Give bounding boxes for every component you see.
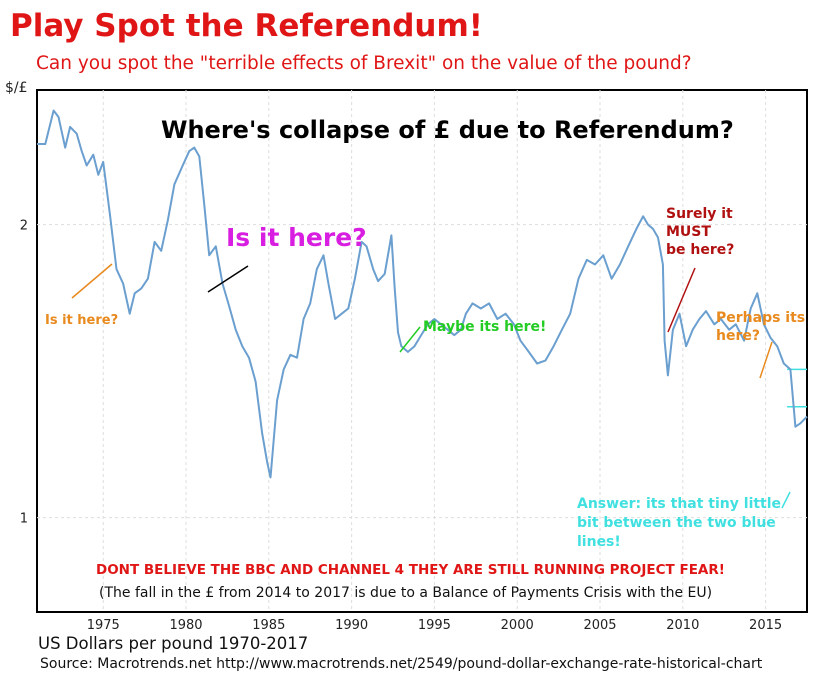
answer-annotation-line-2: bit between the two blue (577, 515, 776, 531)
plot-frame (36, 89, 808, 613)
page-subtitle: Can you spot the "terrible effects of Br… (36, 53, 692, 74)
x-tick-label-1975: 1975 (87, 618, 120, 633)
y-tick-label-1: 1 (20, 512, 28, 527)
x-axis-label: US Dollars per pound 1970-2017 (38, 634, 309, 653)
x-tick-label-1990: 1990 (335, 618, 368, 633)
perhaps-annotation-line-1: Perhaps its (716, 310, 805, 326)
maybe-annotation: Maybe its here! (423, 319, 546, 335)
y-axis-label: $/£ (5, 80, 28, 96)
surely-annotation-line-3: be here? (666, 242, 734, 258)
x-tick-label-2005: 2005 (583, 618, 616, 633)
x-tick-label-1985: 1985 (252, 618, 285, 633)
pointer-line-is-it-here-big (207, 265, 249, 293)
x-tick-label-2010: 2010 (666, 618, 699, 633)
grid (37, 90, 807, 612)
pointer-line-answer (781, 491, 791, 509)
pointer-line-surely (667, 267, 696, 333)
series-line-gbp-usd (37, 109, 808, 479)
source-credit: Source: Macrotrends.net http://www.macro… (40, 656, 763, 672)
pointer-line-maybe (399, 326, 421, 353)
surely-annotation-line-2: MUST (666, 224, 711, 240)
headline-annotation: Where's collapse of £ due to Referendum? (161, 116, 734, 144)
page-title: Play Spot the Referendum! (10, 8, 483, 44)
pointer-line-is-it-here-small (71, 263, 113, 299)
surely-annotation-line-1: Surely it (666, 206, 733, 222)
bbc-annotation: DONT BELIEVE THE BBC AND CHANNEL 4 THEY … (96, 562, 725, 578)
x-tick-label-2000: 2000 (501, 618, 534, 633)
perhaps-annotation-line-2: here? (716, 328, 760, 344)
x-tick-label-2015: 2015 (749, 618, 782, 633)
is-it-here-big-annotation: Is it here? (226, 223, 367, 252)
answer-annotation-line-1: Answer: its that tiny little (577, 496, 781, 512)
note-annotation: (The fall in the £ from 2014 to 2017 is … (99, 585, 712, 601)
is-it-here-small-annotation: Is it here? (45, 313, 118, 328)
y-tick-labels: 12 (20, 219, 28, 527)
x-tick-labels: 1975 1980 1985 1990 1995 2000 2005 2010 2015 (87, 618, 782, 633)
pointer-line-perhaps (759, 341, 773, 379)
x-tick-label-1980: 1980 (169, 618, 202, 633)
x-tick-label-1995: 1995 (418, 618, 451, 633)
answer-annotation-line-3: lines! (577, 534, 621, 550)
y-tick-label-2: 2 (20, 219, 28, 234)
